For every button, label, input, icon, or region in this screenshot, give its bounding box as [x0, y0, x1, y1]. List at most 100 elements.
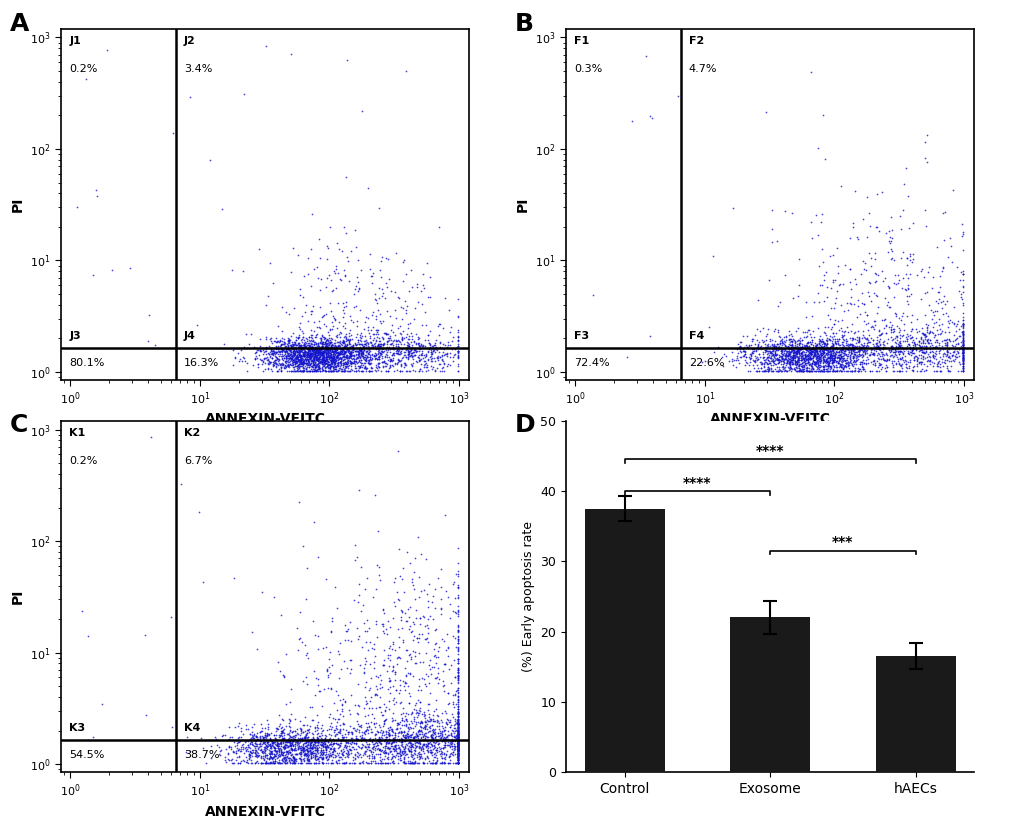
Point [413, 743, 429, 756]
Point [207, 730, 223, 743]
Point [791, 353, 807, 366]
Point [302, 346, 318, 359]
Point [783, 337, 799, 350]
Point [396, 745, 413, 758]
Point [372, 734, 388, 748]
Point [426, 642, 442, 655]
Point [315, 741, 331, 754]
Point [808, 341, 824, 354]
Point [853, 297, 869, 310]
Point [365, 337, 381, 350]
Point [752, 362, 768, 375]
Point [397, 712, 414, 725]
Point [322, 728, 338, 741]
Point [931, 344, 948, 357]
Point [440, 728, 457, 741]
Point [813, 344, 829, 357]
Point [943, 349, 959, 362]
Point [410, 730, 426, 743]
Point [362, 350, 378, 364]
Point [950, 329, 966, 342]
Point [449, 666, 466, 679]
Point [414, 752, 430, 765]
Point [345, 355, 362, 368]
Point [299, 751, 315, 764]
Point [381, 310, 397, 323]
Point [790, 333, 806, 346]
Point [794, 363, 810, 376]
Point [367, 350, 383, 363]
Point [804, 338, 820, 351]
Point [364, 338, 380, 351]
Point [891, 325, 907, 338]
Point [809, 355, 825, 368]
Point [917, 351, 933, 364]
Point [827, 355, 844, 368]
Point [336, 346, 353, 359]
Point [322, 757, 338, 770]
Point [842, 282, 858, 295]
Point [287, 355, 304, 368]
Point [816, 350, 833, 363]
Point [954, 314, 970, 327]
Point [845, 348, 861, 361]
Point [363, 690, 379, 703]
Point [329, 346, 345, 359]
Point [954, 280, 970, 293]
Point [754, 321, 770, 334]
Point [137, 629, 153, 642]
Point [314, 740, 330, 753]
Point [818, 280, 835, 293]
Point [434, 741, 450, 754]
Point [316, 309, 332, 322]
Point [736, 345, 752, 358]
Point [809, 141, 825, 154]
Point [401, 734, 418, 747]
Point [356, 340, 372, 353]
Point [372, 732, 388, 745]
Point [759, 357, 775, 370]
Point [449, 564, 466, 577]
Point [876, 354, 893, 367]
Point [374, 752, 390, 766]
Point [323, 351, 339, 364]
Point [279, 750, 296, 763]
Point [325, 697, 341, 710]
Point [297, 345, 313, 358]
Point [358, 364, 374, 377]
Point [308, 735, 324, 748]
Point [868, 342, 884, 355]
Point [418, 730, 434, 743]
Point [343, 333, 360, 346]
Point [843, 364, 859, 377]
Point [381, 728, 397, 741]
Point [891, 339, 907, 352]
Point [828, 342, 845, 355]
Point [412, 730, 428, 743]
Point [377, 747, 393, 760]
Point [772, 342, 789, 355]
Point [859, 285, 875, 298]
Point [257, 728, 273, 741]
Point [345, 364, 362, 377]
Point [350, 739, 366, 752]
Point [824, 352, 841, 365]
Point [327, 359, 343, 373]
Point [901, 341, 917, 354]
Point [297, 739, 313, 752]
Point [307, 349, 323, 362]
Point [307, 736, 323, 749]
Point [397, 351, 414, 364]
Point [868, 341, 884, 354]
Point [262, 350, 278, 364]
Point [342, 635, 359, 648]
Point [357, 338, 373, 351]
Point [813, 338, 829, 351]
Point [413, 547, 429, 560]
Point [449, 684, 466, 697]
Point [894, 346, 910, 359]
Point [354, 346, 370, 359]
Point [828, 350, 845, 364]
Point [829, 337, 846, 350]
Point [337, 342, 354, 355]
